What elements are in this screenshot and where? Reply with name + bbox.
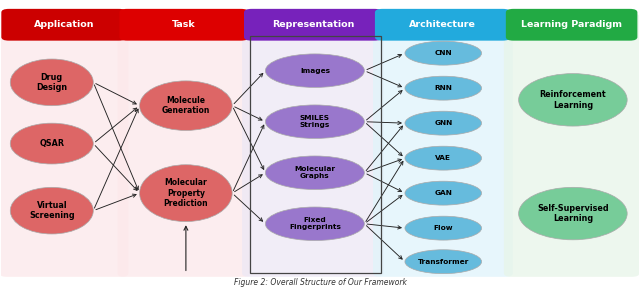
Text: QSAR: QSAR bbox=[39, 139, 64, 148]
Text: Flow: Flow bbox=[433, 225, 453, 231]
Ellipse shape bbox=[405, 216, 481, 240]
FancyBboxPatch shape bbox=[120, 9, 248, 41]
Text: GNN: GNN bbox=[434, 120, 452, 126]
Ellipse shape bbox=[10, 59, 93, 106]
Ellipse shape bbox=[266, 156, 364, 190]
Ellipse shape bbox=[266, 54, 364, 87]
Text: Self-Supervised
Learning: Self-Supervised Learning bbox=[537, 204, 609, 223]
Text: SMILES
Strings: SMILES Strings bbox=[300, 115, 330, 128]
Ellipse shape bbox=[266, 207, 364, 241]
Text: Learning Paradigm: Learning Paradigm bbox=[521, 20, 622, 29]
Ellipse shape bbox=[518, 187, 627, 240]
Text: CNN: CNN bbox=[435, 50, 452, 56]
Text: Architecture: Architecture bbox=[409, 20, 476, 29]
FancyBboxPatch shape bbox=[375, 9, 510, 41]
Ellipse shape bbox=[405, 250, 481, 274]
Text: Molecular
Property
Prediction: Molecular Property Prediction bbox=[164, 178, 208, 208]
Text: VAE: VAE bbox=[435, 155, 451, 161]
FancyBboxPatch shape bbox=[118, 13, 251, 277]
Text: Reinforcement
Learning: Reinforcement Learning bbox=[540, 90, 606, 110]
Text: Virtual
Screening: Virtual Screening bbox=[29, 201, 75, 220]
Ellipse shape bbox=[140, 81, 232, 130]
Text: Figure 2: Overall Structure of Our Framework: Figure 2: Overall Structure of Our Frame… bbox=[234, 278, 406, 287]
Ellipse shape bbox=[405, 111, 481, 135]
Text: Application: Application bbox=[34, 20, 94, 29]
Text: Fixed
Fingerprints: Fixed Fingerprints bbox=[289, 217, 341, 230]
Ellipse shape bbox=[518, 74, 627, 126]
Text: RNN: RNN bbox=[435, 85, 452, 91]
Ellipse shape bbox=[10, 187, 93, 234]
Ellipse shape bbox=[405, 41, 481, 65]
Text: Transformer: Transformer bbox=[417, 259, 469, 265]
Text: Drug
Design: Drug Design bbox=[36, 73, 67, 92]
Text: Images: Images bbox=[300, 68, 330, 74]
Ellipse shape bbox=[266, 105, 364, 139]
Ellipse shape bbox=[405, 181, 481, 205]
Ellipse shape bbox=[140, 165, 232, 222]
Ellipse shape bbox=[405, 76, 481, 100]
FancyBboxPatch shape bbox=[506, 9, 637, 41]
Text: Molecular
Graphs: Molecular Graphs bbox=[294, 166, 335, 179]
FancyBboxPatch shape bbox=[242, 13, 384, 277]
Text: Molecule
Generation: Molecule Generation bbox=[162, 96, 210, 115]
Text: Representation: Representation bbox=[272, 20, 354, 29]
FancyBboxPatch shape bbox=[373, 13, 513, 277]
Text: GAN: GAN bbox=[435, 190, 452, 196]
FancyBboxPatch shape bbox=[244, 9, 382, 41]
Text: Task: Task bbox=[172, 20, 196, 29]
Ellipse shape bbox=[405, 146, 481, 170]
Ellipse shape bbox=[10, 123, 93, 164]
FancyBboxPatch shape bbox=[1, 9, 127, 41]
FancyBboxPatch shape bbox=[0, 13, 129, 277]
FancyBboxPatch shape bbox=[504, 13, 639, 277]
